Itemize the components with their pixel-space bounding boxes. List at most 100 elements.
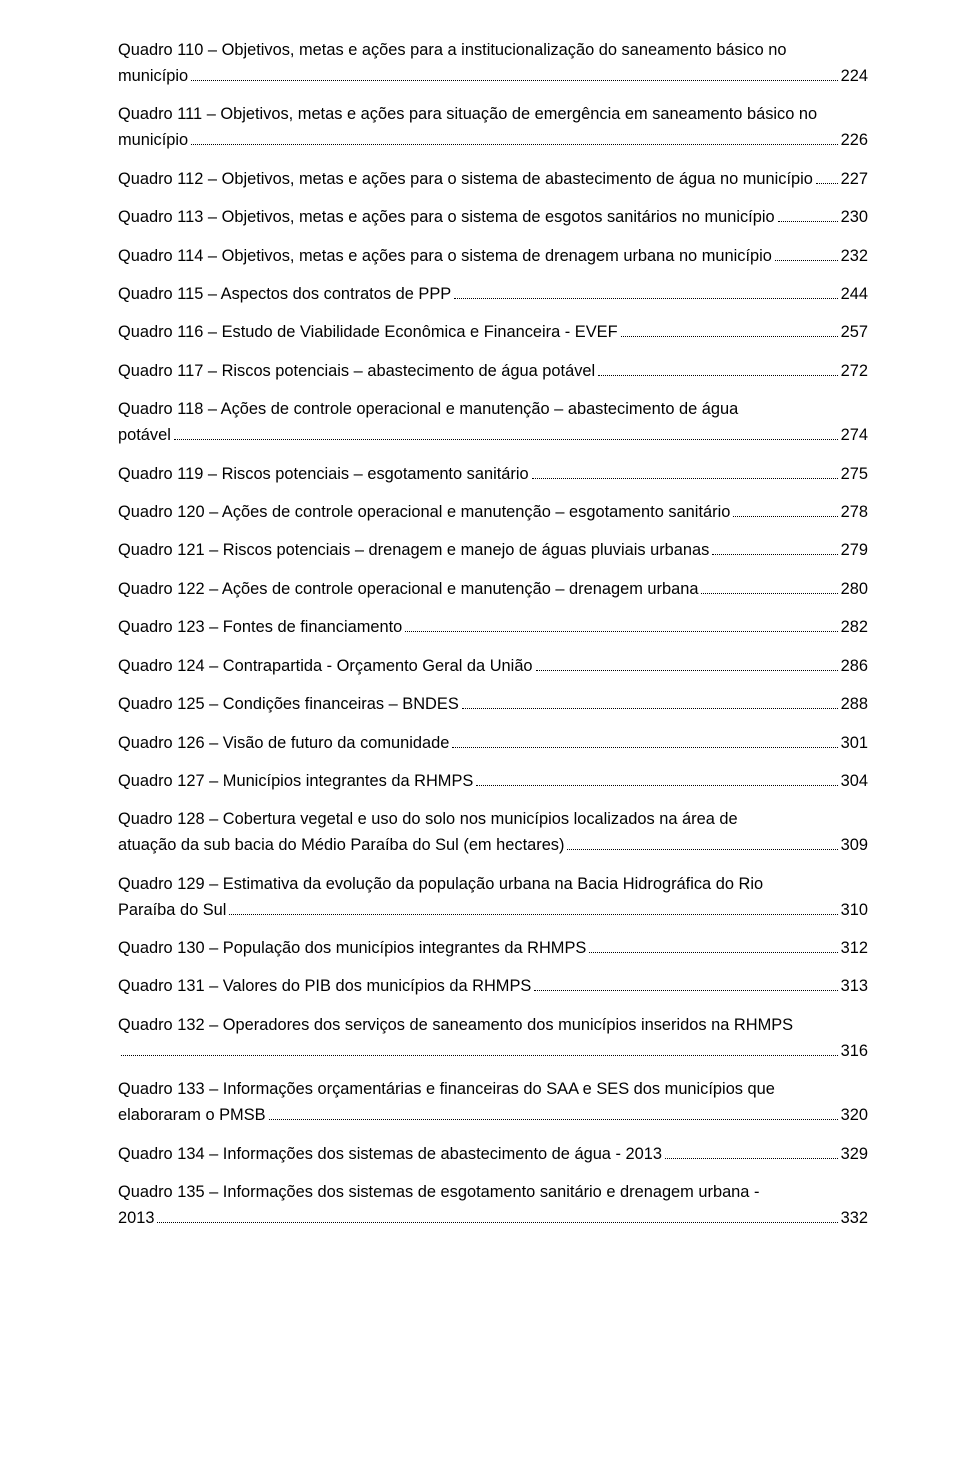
toc-entry-line: Quadro 123 – Fontes de financiamento282 (118, 615, 868, 641)
toc-entry-text: Quadro 135 – Informações dos sistemas de… (118, 1180, 868, 1206)
toc-page-number: 286 (841, 654, 868, 680)
toc-page-number: 312 (841, 936, 868, 962)
leader-dots (229, 901, 837, 914)
toc-page-number: 332 (841, 1206, 868, 1232)
toc-page-number: 316 (841, 1039, 868, 1065)
toc-entry: Quadro 128 – Cobertura vegetal e uso do … (118, 807, 868, 859)
toc-entry-tail: Quadro 121 – Riscos potenciais – drenage… (118, 538, 709, 564)
toc-entry-tail: elaboraram o PMSB (118, 1103, 266, 1129)
toc-page-number: 244 (841, 282, 868, 308)
toc-entry-line: Quadro 124 – Contrapartida - Orçamento G… (118, 654, 868, 680)
toc-page-number: 257 (841, 320, 868, 346)
leader-dots (775, 247, 838, 260)
document-page: Quadro 110 – Objetivos, metas e ações pa… (0, 0, 960, 1464)
toc-entry-line: elaboraram o PMSB 320 (118, 1103, 868, 1129)
leader-dots (536, 657, 838, 670)
toc-entry-line: Quadro 121 – Riscos potenciais – drenage… (118, 538, 868, 564)
table-of-contents: Quadro 110 – Objetivos, metas e ações pa… (118, 38, 868, 1232)
leader-dots (405, 619, 837, 632)
leader-dots (462, 696, 838, 709)
toc-entry-tail: Quadro 113 – Objetivos, metas e ações pa… (118, 205, 775, 231)
leader-dots (778, 209, 838, 222)
toc-entry: Quadro 120 – Ações de controle operacion… (118, 500, 868, 526)
toc-entry-line: atuação da sub bacia do Médio Paraíba do… (118, 833, 868, 859)
toc-entry-text: Quadro 132 – Operadores dos serviços de … (118, 1013, 868, 1039)
toc-entry: Quadro 111 – Objetivos, metas e ações pa… (118, 102, 868, 154)
toc-entry-line: Quadro 120 – Ações de controle operacion… (118, 500, 868, 526)
toc-entry-tail: Quadro 115 – Aspectos dos contratos de P… (118, 282, 451, 308)
toc-entry-tail: Quadro 127 – Municípios integrantes da R… (118, 769, 473, 795)
toc-entry: Quadro 114 – Objetivos, metas e ações pa… (118, 244, 868, 270)
toc-page-number: 288 (841, 692, 868, 718)
toc-entry-text: Quadro 129 – Estimativa da evolução da p… (118, 872, 868, 898)
toc-entry-tail: município (118, 64, 188, 90)
toc-page-number: 274 (841, 423, 868, 449)
toc-entry-text: Quadro 111 – Objetivos, metas e ações pa… (118, 102, 868, 128)
toc-entry-line: Quadro 116 – Estudo de Viabilidade Econô… (118, 320, 868, 346)
toc-entry: Quadro 124 – Contrapartida - Orçamento G… (118, 654, 868, 680)
toc-entry-line: município 226 (118, 128, 868, 154)
toc-entry-tail: município (118, 128, 188, 154)
toc-entry-line: Quadro 114 – Objetivos, metas e ações pa… (118, 244, 868, 270)
toc-entry-line: Paraíba do Sul 310 (118, 898, 868, 924)
toc-entry-tail: Quadro 125 – Condições financeiras – BND… (118, 692, 459, 718)
toc-entry-tail: atuação da sub bacia do Médio Paraíba do… (118, 833, 564, 859)
leader-dots (452, 734, 837, 747)
toc-entry-line: Quadro 126 – Visão de futuro da comunida… (118, 731, 868, 757)
toc-entry-tail: Quadro 130 – População dos municípios in… (118, 936, 586, 962)
toc-entry: Quadro 121 – Riscos potenciais – drenage… (118, 538, 868, 564)
toc-page-number: 226 (841, 128, 868, 154)
toc-entry: Quadro 112 – Objetivos, metas e ações pa… (118, 167, 868, 193)
toc-entry-tail: Quadro 119 – Riscos potenciais – esgotam… (118, 462, 529, 488)
toc-page-number: 310 (841, 898, 868, 924)
toc-entry-line: 316 (118, 1039, 868, 1065)
toc-entry: Quadro 110 – Objetivos, metas e ações pa… (118, 38, 868, 90)
leader-dots (567, 837, 837, 850)
toc-entry-line: Quadro 119 – Riscos potenciais – esgotam… (118, 462, 868, 488)
toc-entry: Quadro 118 – Ações de controle operacion… (118, 397, 868, 449)
leader-dots (191, 68, 837, 81)
toc-page-number: 280 (841, 577, 868, 603)
toc-entry: Quadro 132 – Operadores dos serviços de … (118, 1013, 868, 1065)
toc-page-number: 278 (841, 500, 868, 526)
leader-dots (816, 170, 838, 183)
toc-entry: Quadro 123 – Fontes de financiamento282 (118, 615, 868, 641)
leader-dots (598, 363, 837, 376)
toc-page-number: 301 (841, 731, 868, 757)
toc-entry-tail: Quadro 131 – Valores do PIB dos municípi… (118, 974, 531, 1000)
leader-dots (589, 940, 837, 953)
toc-entry-tail: Quadro 122 – Ações de controle operacion… (118, 577, 698, 603)
toc-entry-line: Quadro 131 – Valores do PIB dos municípi… (118, 974, 868, 1000)
toc-entry: Quadro 113 – Objetivos, metas e ações pa… (118, 205, 868, 231)
leader-dots (733, 504, 837, 517)
toc-entry-tail: Quadro 114 – Objetivos, metas e ações pa… (118, 244, 772, 270)
toc-entry-tail: Quadro 124 – Contrapartida - Orçamento G… (118, 654, 533, 680)
leader-dots (712, 542, 837, 555)
toc-entry: Quadro 125 – Condições financeiras – BND… (118, 692, 868, 718)
toc-entry-line: município 224 (118, 64, 868, 90)
toc-page-number: 309 (841, 833, 868, 859)
toc-entry-tail: Quadro 120 – Ações de controle operacion… (118, 500, 730, 526)
toc-entry: Quadro 116 – Estudo de Viabilidade Econô… (118, 320, 868, 346)
toc-entry-tail: Quadro 123 – Fontes de financiamento (118, 615, 402, 641)
toc-page-number: 232 (841, 244, 868, 270)
toc-entry-line: Quadro 125 – Condições financeiras – BND… (118, 692, 868, 718)
toc-entry-line: Quadro 122 – Ações de controle operacion… (118, 577, 868, 603)
toc-page-number: 224 (841, 64, 868, 90)
toc-entry-tail: 2013 (118, 1206, 154, 1232)
toc-entry-line: Quadro 113 – Objetivos, metas e ações pa… (118, 205, 868, 231)
leader-dots (174, 427, 838, 440)
toc-entry: Quadro 117 – Riscos potenciais – abastec… (118, 359, 868, 385)
toc-entry: Quadro 129 – Estimativa da evolução da p… (118, 872, 868, 924)
toc-entry-line: Quadro 112 – Objetivos, metas e ações pa… (118, 167, 868, 193)
leader-dots (701, 581, 837, 594)
toc-entry-tail: Quadro 126 – Visão de futuro da comunida… (118, 731, 449, 757)
toc-page-number: 320 (841, 1103, 868, 1129)
toc-entry: Quadro 131 – Valores do PIB dos municípi… (118, 974, 868, 1000)
toc-entry: Quadro 134 – Informações dos sistemas de… (118, 1142, 868, 1168)
toc-entry-tail: Quadro 116 – Estudo de Viabilidade Econô… (118, 320, 618, 346)
toc-entry: Quadro 126 – Visão de futuro da comunida… (118, 731, 868, 757)
toc-entry-tail: Paraíba do Sul (118, 898, 226, 924)
leader-dots (621, 324, 838, 337)
toc-entry: Quadro 130 – População dos municípios in… (118, 936, 868, 962)
